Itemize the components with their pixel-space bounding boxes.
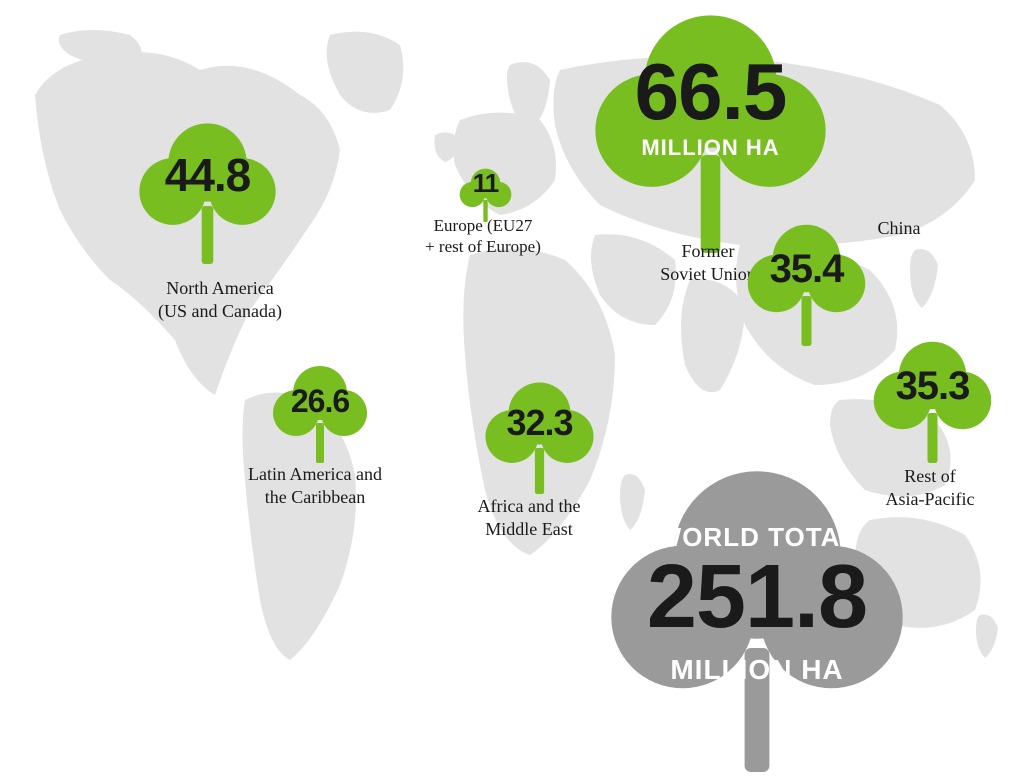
tree-value: 44.8 [135, 155, 280, 196]
tree-caption: North America(US and Canada) [130, 277, 310, 322]
tree-china: 35.4China [744, 221, 869, 346]
tree-africa-middle-east: 32.3Africa and theMiddle East [482, 379, 597, 494]
tree-europe: 11Europe (EU27+ rest of Europe) [458, 167, 513, 222]
tree-value: 66.5 [588, 56, 833, 128]
tree-north-america: 44.8North America(US and Canada) [135, 119, 280, 264]
infographic-canvas: 44.8North America(US and Canada) 11Europ… [0, 0, 1023, 781]
tree-latin-america: 26.6Latin America andthe Caribbean [270, 363, 370, 463]
tree-subtitle: MILLION HA [602, 654, 912, 686]
tree-caption-line2: Middle East [439, 518, 619, 541]
tree-caption-line2: + rest of Europe) [393, 236, 573, 257]
tree-caption-line1: Europe (EU27 [393, 215, 573, 236]
tree-caption-line1: North America [130, 277, 310, 300]
tree-caption: China [839, 217, 959, 240]
tree-former-soviet-union: 66.5MILLION HAFormerSoviet Union [588, 8, 833, 253]
tree-caption-line1: Latin America and [225, 463, 405, 486]
tree-value: 32.3 [482, 407, 597, 439]
tree-value: 11 [458, 172, 513, 195]
tree-caption-line2: (US and Canada) [130, 300, 310, 323]
tree-value: 26.6 [270, 387, 370, 416]
tree-world-total: WORLD TOTAL251.8MILLION HA [602, 462, 912, 772]
tree-caption: Africa and theMiddle East [439, 495, 619, 540]
tree-value: 35.3 [870, 368, 995, 404]
tree-value: 251.8 [602, 557, 912, 638]
tree-caption-line1: Africa and the [439, 495, 619, 518]
tree-rest-asia-pacific: 35.3Rest ofAsia-Pacific [870, 338, 995, 463]
tree-caption-line1: China [839, 217, 959, 240]
tree-value: 35.4 [744, 251, 869, 287]
tree-subtitle: MILLION HA [588, 135, 833, 161]
tree-caption: Latin America andthe Caribbean [225, 463, 405, 508]
tree-caption-line2: the Caribbean [225, 486, 405, 509]
tree-caption: Europe (EU27+ rest of Europe) [393, 215, 573, 258]
